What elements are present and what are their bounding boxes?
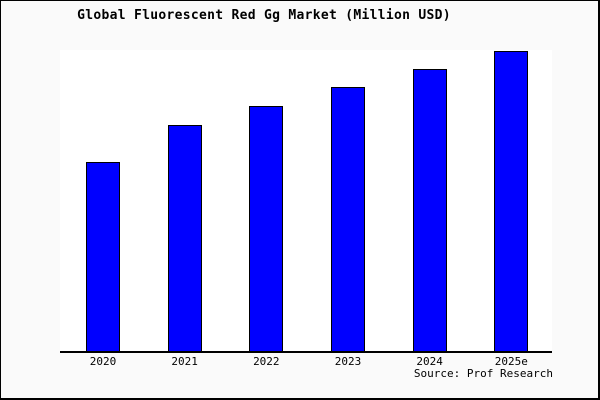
x-tick-label-2023: 2023 (334, 355, 362, 368)
x-axis-labels: 2020 2021 2022 2023 2024 2025e (60, 355, 552, 369)
x-tick-label-2022: 2022 (253, 355, 280, 368)
bar-2021 (167, 125, 202, 351)
bar-2025e (494, 51, 529, 351)
source-credit: Source: Prof Research (413, 367, 553, 380)
x-tick-label-2024: 2024 (416, 355, 443, 368)
x-tick-label-2025e: 2025e (494, 355, 528, 368)
bar-2023 (330, 87, 365, 351)
bar-2022 (249, 106, 284, 351)
chart-title: Global Fluorescent Red Gg Market (Millio… (77, 8, 451, 23)
bar-2024 (412, 69, 447, 351)
x-tick-label-2021: 2021 (171, 355, 198, 368)
plot-area (60, 50, 552, 353)
x-tick-label-2020: 2020 (89, 355, 117, 368)
bar-2020 (86, 162, 120, 351)
